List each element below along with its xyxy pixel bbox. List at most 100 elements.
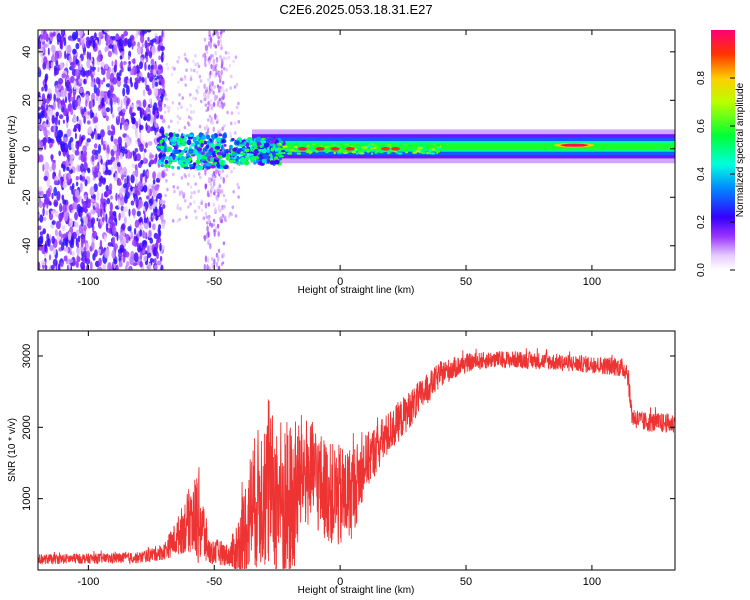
heat-cell	[157, 64, 163, 70]
snr-y-tick-label: 3000	[21, 344, 33, 368]
heat-cell	[187, 205, 190, 209]
heat-cell	[79, 134, 82, 144]
heat-cell	[47, 47, 50, 56]
heat-cell	[50, 61, 54, 69]
heat-cell	[345, 145, 348, 148]
heat-cell	[142, 157, 148, 164]
heat-cell	[54, 229, 58, 237]
heat-cell	[65, 247, 69, 253]
heat-cell	[54, 84, 58, 94]
heat-cell	[146, 252, 152, 258]
heat-cell	[66, 114, 69, 123]
heat-cell	[216, 32, 219, 38]
heat-cell	[429, 150, 432, 153]
heat-cell	[168, 164, 171, 169]
heat-cell	[47, 238, 51, 247]
heat-cell	[50, 264, 55, 270]
heat-cell	[59, 138, 62, 146]
heat-cell	[115, 218, 118, 226]
heat-cell	[225, 56, 228, 61]
heat-cell	[98, 257, 102, 267]
heat-cell	[205, 124, 209, 130]
heat-cell	[129, 76, 132, 84]
heat-cell	[83, 79, 86, 85]
heat-cell	[189, 93, 192, 97]
heat-cell	[289, 149, 296, 152]
colorbar-label: Normalized spectral amplitude	[735, 82, 746, 217]
heat-cell	[229, 131, 232, 136]
heat-cell	[53, 124, 56, 133]
heat-cell	[52, 174, 55, 180]
heat-cell	[356, 143, 362, 146]
heat-cell	[69, 136, 74, 143]
heat-cell	[222, 30, 226, 33]
heat-cell	[252, 144, 256, 147]
heat-cell	[139, 173, 143, 182]
heat-cell	[156, 260, 162, 266]
heat-cell	[80, 108, 85, 115]
heat-cell	[181, 96, 184, 100]
heat-cell	[162, 54, 166, 59]
heat-cell	[51, 161, 56, 171]
heat-cell	[193, 209, 197, 214]
heat-cell	[72, 202, 77, 210]
heat-cell	[136, 30, 139, 36]
heat-cell	[127, 67, 132, 72]
heat-cell	[45, 97, 50, 104]
spectrogram-x-tick-label: 100	[583, 276, 601, 288]
heat-cell	[231, 205, 235, 210]
heat-cell	[201, 162, 204, 166]
heat-cell	[224, 149, 227, 153]
heat-cell	[197, 205, 201, 210]
heat-cell	[220, 262, 224, 267]
heat-cell	[433, 143, 436, 146]
heat-cell	[65, 159, 69, 167]
heat-cell	[44, 196, 50, 205]
heat-cell	[45, 209, 49, 216]
heat-cell	[245, 142, 250, 148]
heat-cell	[46, 177, 51, 188]
heat-cell	[58, 77, 64, 85]
heat-cell	[397, 143, 400, 146]
heat-cell	[160, 93, 164, 103]
heat-cell	[107, 130, 112, 136]
heat-cell	[118, 198, 121, 209]
heat-cell	[421, 149, 426, 153]
heat-cell	[126, 98, 130, 107]
heat-cell	[144, 76, 147, 87]
heat-cell	[204, 183, 208, 189]
heat-cell	[253, 155, 260, 160]
heat-cell	[195, 89, 199, 93]
heat-cell	[184, 83, 187, 87]
heat-cell	[43, 175, 48, 181]
heat-cell	[196, 61, 200, 66]
heat-cell	[176, 120, 180, 125]
heat-cell	[152, 109, 156, 115]
heat-cell	[182, 195, 185, 199]
spectrogram-x-tick-label: 50	[460, 276, 472, 288]
heat-cell	[42, 202, 46, 208]
heat-cell	[123, 121, 129, 131]
heat-cell	[213, 230, 216, 237]
heat-cell	[158, 55, 162, 61]
heat-cell	[97, 98, 101, 107]
heat-cell	[122, 113, 125, 119]
heat-cell	[81, 219, 84, 227]
heat-cell	[266, 139, 271, 144]
heat-cell	[230, 74, 233, 79]
heat-cell	[415, 150, 421, 153]
heat-cell	[119, 188, 123, 198]
heat-cell	[115, 192, 118, 201]
heat-cell	[50, 44, 56, 53]
heat-cell	[151, 45, 156, 55]
heat-cell	[75, 42, 80, 50]
spectrogram-ticks: -100 -50 0 50 100 -40 -20 0 20 40	[21, 30, 675, 288]
heat-cell	[122, 166, 128, 176]
heat-cell	[79, 87, 84, 94]
heat-cell	[233, 85, 237, 89]
heat-cell	[393, 150, 397, 153]
heat-cell	[101, 165, 106, 172]
heat-cell	[219, 217, 222, 221]
heat-cell	[232, 190, 235, 194]
